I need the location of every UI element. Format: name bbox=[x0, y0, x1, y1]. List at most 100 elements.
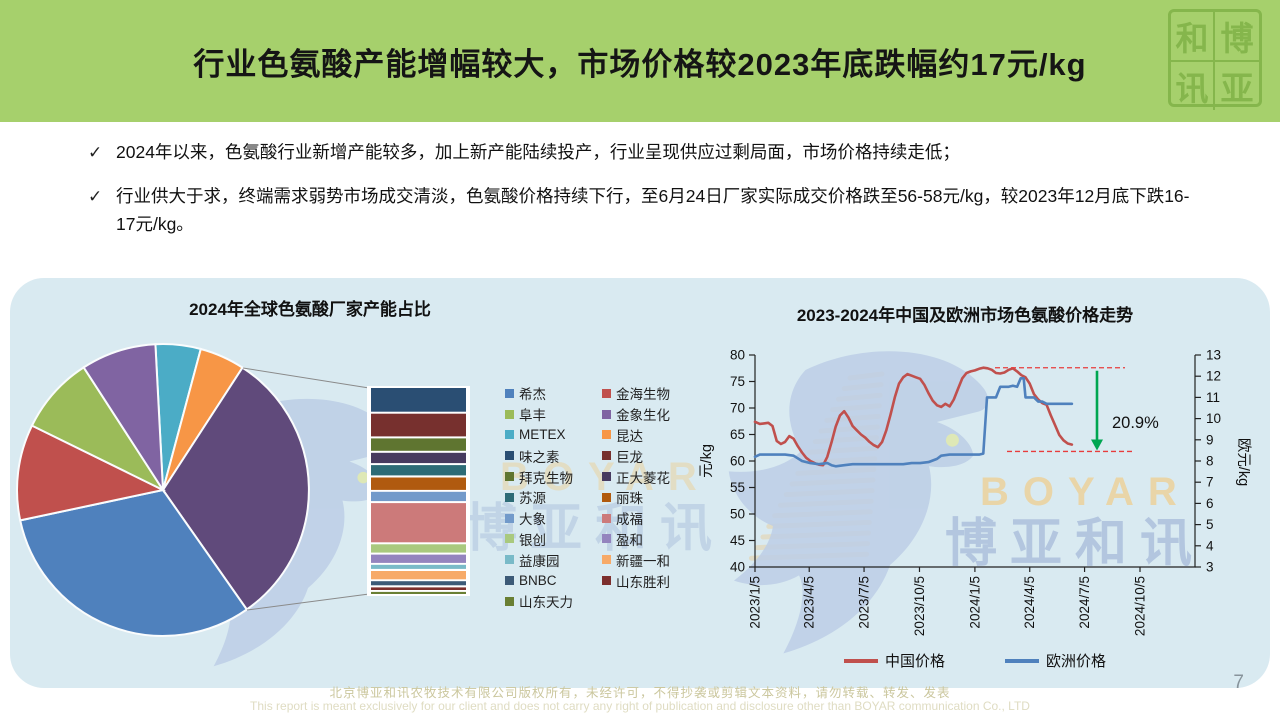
y-left-axis-label: 元/kg bbox=[699, 444, 715, 478]
bar-segment-益康园 bbox=[371, 564, 466, 569]
legend-item-阜丰: 阜丰 bbox=[505, 404, 602, 425]
y-right-tick: 4 bbox=[1206, 538, 1214, 553]
bar-segment-山东天力 bbox=[371, 591, 466, 594]
y-right-tick: 5 bbox=[1206, 517, 1214, 532]
legend-label: 昆达 bbox=[616, 428, 643, 444]
bar-segment-正大菱花 bbox=[371, 452, 466, 464]
line-legend-item-欧洲价格: 欧洲价格 bbox=[1005, 650, 1106, 671]
pie-slice-希杰 bbox=[19, 488, 249, 637]
bar-segment-BNBC bbox=[371, 581, 466, 586]
y-right-tick: 11 bbox=[1206, 390, 1220, 405]
legend-item-希杰: 希杰 bbox=[505, 383, 602, 404]
pie-chart-title: 2024年全球色氨酸厂家产能占比 bbox=[189, 300, 431, 319]
legend-swatch bbox=[602, 555, 611, 565]
y-right-tick: 6 bbox=[1206, 496, 1214, 511]
y-right-tick: 7 bbox=[1206, 475, 1214, 490]
x-axis-tick-label: 2024/1/5 bbox=[967, 576, 982, 629]
legend-swatch bbox=[505, 576, 514, 586]
legend-swatch bbox=[505, 388, 514, 398]
seal-char: 讯 bbox=[1171, 62, 1215, 110]
seal-char: 博 bbox=[1215, 12, 1259, 62]
bullet-text: 2024年以来，色氨酸行业新增产能较多，加上新产能陆续投产，行业呈现供应过剩局面… bbox=[116, 142, 960, 162]
x-axis-tick-label: 2023/1/5 bbox=[748, 576, 763, 629]
y-right-axis-label: 欧元/kg bbox=[1235, 438, 1252, 486]
y-right-tick: 3 bbox=[1206, 560, 1214, 575]
page-number: 7 bbox=[1233, 672, 1244, 693]
legend-label: 金海生物 bbox=[616, 387, 670, 403]
checkmark-icon: ✓ bbox=[88, 186, 103, 206]
footer-copyright-cn: 北京博亚和讯农牧技术有限公司版权所有，未经许可，不得抄袭或剪辑文本资料，请勿转载… bbox=[329, 686, 951, 700]
legend-item-昆达: 昆达 bbox=[602, 425, 670, 446]
pie-slice-其他 bbox=[161, 366, 310, 611]
legend-label: METEX bbox=[519, 427, 566, 443]
legend-item-BNBC: BNBC bbox=[505, 570, 602, 591]
line-chart-title: 2023-2024年中国及欧洲市场色氨酸价格走势 bbox=[796, 306, 1134, 325]
legend-item-丽珠: 丽珠 bbox=[602, 487, 670, 508]
y-left-tick: 45 bbox=[730, 533, 745, 548]
y-left-tick: 50 bbox=[730, 507, 745, 522]
legend-swatch bbox=[602, 513, 611, 523]
line-legend-label: 欧洲价格 bbox=[1046, 653, 1107, 670]
legend-label: 阜丰 bbox=[519, 408, 546, 424]
line-legend-swatch bbox=[843, 658, 878, 663]
x-axis-tick-label: 2024/7/5 bbox=[1077, 576, 1092, 629]
legend-label: 盈和 bbox=[616, 532, 643, 548]
legend-item-山东天力: 山东天力 bbox=[505, 591, 602, 612]
x-axis-tick-label: 2023/7/5 bbox=[857, 576, 872, 629]
bar-segment-山东胜利 bbox=[371, 587, 466, 590]
seal-char: 和 bbox=[1171, 12, 1215, 62]
x-axis-tick-label: 2023/10/5 bbox=[912, 576, 927, 636]
legend-item-正大菱花: 正大菱花 bbox=[602, 466, 670, 487]
legend-label: 味之素 bbox=[519, 449, 560, 465]
legend-swatch bbox=[602, 430, 611, 440]
bar-segment-苏源 bbox=[371, 465, 466, 476]
x-axis-tick-label: 2023/4/5 bbox=[802, 576, 817, 629]
legend-swatch bbox=[505, 492, 514, 502]
legend-label: 金象生化 bbox=[616, 408, 670, 424]
legend-label: 新疆一和 bbox=[616, 553, 670, 569]
x-axis-tick-label: 2024/4/5 bbox=[1022, 576, 1037, 629]
bar-segment-盈和 bbox=[371, 554, 466, 563]
legend-item-山东胜利: 山东胜利 bbox=[602, 570, 670, 591]
bar-segment-味之素 bbox=[371, 388, 466, 412]
legend-item-金海生物: 金海生物 bbox=[602, 383, 670, 404]
page-title: 行业色氨酸产能增幅较大，市场价格较2023年底跌幅约17元/kg bbox=[193, 46, 1087, 82]
header-banner: 行业色氨酸产能增幅较大，市场价格较2023年底跌幅约17元/kg 和 博 讯 亚 bbox=[0, 0, 1280, 122]
summary-bullets: ✓ 2024年以来，色氨酸行业新增产能较多，加上新产能陆续投产，行业呈现供应过剩… bbox=[88, 138, 1198, 253]
legend-label: 丽珠 bbox=[616, 491, 643, 507]
y-left-tick: 60 bbox=[730, 454, 745, 469]
svg-text:博亚和讯: 博亚和讯 bbox=[945, 515, 1205, 573]
legend-item-成福: 成福 bbox=[602, 508, 670, 529]
legend-label: 巨龙 bbox=[616, 449, 643, 465]
legend-item-金象生化: 金象生化 bbox=[602, 404, 670, 425]
legend-swatch bbox=[505, 596, 514, 606]
legend-label: BNBC bbox=[519, 573, 557, 589]
y-left-tick: 70 bbox=[730, 401, 745, 416]
bar-segment-新疆一和 bbox=[371, 571, 466, 580]
pie-slice-昆达 bbox=[162, 347, 244, 491]
charts-panel: BOYAR博亚和讯BOYAR博亚和讯4045505560657075803456… bbox=[10, 278, 1270, 688]
legend-swatch bbox=[602, 576, 611, 586]
legend-swatch bbox=[505, 534, 514, 544]
y-right-tick: 12 bbox=[1206, 369, 1221, 384]
y-left-tick: 65 bbox=[730, 427, 745, 442]
legend-swatch bbox=[602, 451, 611, 461]
legend-swatch bbox=[505, 430, 514, 440]
legend-label: 苏源 bbox=[519, 491, 546, 507]
bar-segment-银创 bbox=[371, 544, 466, 553]
legend-swatch bbox=[505, 409, 514, 419]
legend-swatch bbox=[505, 513, 514, 523]
legend-label: 益康园 bbox=[519, 553, 560, 569]
checkmark-icon: ✓ bbox=[88, 143, 103, 162]
bar-segment-拜克生物 bbox=[371, 438, 466, 451]
legend-item-盈和: 盈和 bbox=[602, 529, 670, 550]
pie-slice-METEX bbox=[154, 343, 203, 491]
svg-text:BOYAR: BOYAR bbox=[980, 470, 1191, 514]
drop-percent-label: 20.9% bbox=[1112, 414, 1159, 432]
line-legend-item-中国价格: 中国价格 bbox=[843, 650, 945, 671]
legend-item-大象: 大象 bbox=[505, 508, 602, 529]
legend-swatch bbox=[602, 492, 611, 502]
y-right-tick: 8 bbox=[1206, 454, 1214, 469]
bullet-item: ✓ 2024年以来，色氨酸行业新增产能较多，加上新产能陆续投产，行业呈现供应过剩… bbox=[88, 138, 1198, 167]
